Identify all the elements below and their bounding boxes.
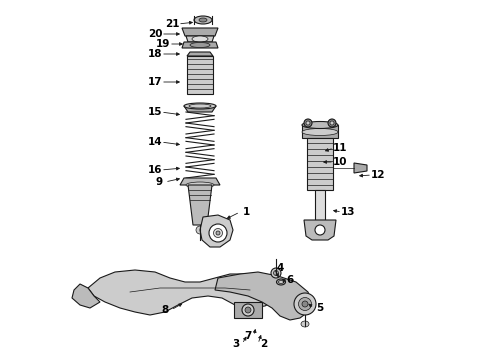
Ellipse shape bbox=[245, 307, 251, 313]
Polygon shape bbox=[72, 284, 100, 308]
Ellipse shape bbox=[186, 182, 214, 188]
Ellipse shape bbox=[330, 121, 334, 125]
Ellipse shape bbox=[298, 297, 312, 310]
Text: 19: 19 bbox=[156, 39, 170, 49]
Polygon shape bbox=[215, 272, 312, 320]
Ellipse shape bbox=[209, 224, 227, 242]
Text: 17: 17 bbox=[147, 77, 162, 87]
Ellipse shape bbox=[271, 268, 281, 278]
Polygon shape bbox=[184, 106, 216, 112]
Text: 21: 21 bbox=[165, 19, 179, 29]
Text: 16: 16 bbox=[148, 165, 162, 175]
Ellipse shape bbox=[294, 293, 316, 315]
Polygon shape bbox=[200, 215, 233, 247]
Ellipse shape bbox=[306, 121, 310, 125]
Text: 6: 6 bbox=[286, 275, 294, 285]
Ellipse shape bbox=[273, 270, 278, 275]
Text: 18: 18 bbox=[148, 49, 162, 59]
Text: 5: 5 bbox=[317, 303, 323, 313]
Ellipse shape bbox=[194, 16, 212, 24]
Text: 20: 20 bbox=[148, 29, 162, 39]
FancyBboxPatch shape bbox=[315, 190, 325, 220]
Text: 7: 7 bbox=[245, 331, 252, 341]
Polygon shape bbox=[182, 28, 218, 36]
Ellipse shape bbox=[242, 304, 254, 316]
Ellipse shape bbox=[276, 279, 286, 285]
Ellipse shape bbox=[196, 226, 204, 234]
Ellipse shape bbox=[278, 280, 284, 284]
Ellipse shape bbox=[328, 119, 336, 127]
Ellipse shape bbox=[302, 301, 308, 307]
Ellipse shape bbox=[301, 321, 309, 327]
Text: 8: 8 bbox=[161, 305, 169, 315]
Text: 9: 9 bbox=[155, 177, 163, 187]
Polygon shape bbox=[187, 52, 213, 56]
Ellipse shape bbox=[304, 119, 312, 127]
Polygon shape bbox=[186, 36, 214, 42]
Text: 12: 12 bbox=[371, 170, 385, 180]
Text: 14: 14 bbox=[147, 137, 162, 147]
Ellipse shape bbox=[192, 36, 208, 42]
Ellipse shape bbox=[214, 229, 222, 238]
Text: 10: 10 bbox=[333, 157, 347, 167]
Text: 11: 11 bbox=[333, 143, 347, 153]
Polygon shape bbox=[302, 125, 338, 138]
Text: 3: 3 bbox=[232, 339, 240, 349]
Polygon shape bbox=[304, 220, 336, 240]
Text: 4: 4 bbox=[276, 263, 284, 273]
Ellipse shape bbox=[184, 103, 216, 109]
Ellipse shape bbox=[190, 42, 210, 48]
Polygon shape bbox=[354, 163, 367, 173]
Polygon shape bbox=[88, 270, 278, 315]
Ellipse shape bbox=[302, 122, 338, 129]
Text: 1: 1 bbox=[243, 207, 249, 217]
Ellipse shape bbox=[199, 18, 207, 22]
Polygon shape bbox=[188, 185, 212, 225]
Polygon shape bbox=[234, 302, 262, 318]
FancyBboxPatch shape bbox=[187, 56, 213, 94]
FancyBboxPatch shape bbox=[307, 138, 333, 190]
Text: 13: 13 bbox=[341, 207, 355, 217]
Ellipse shape bbox=[216, 231, 220, 235]
Text: 15: 15 bbox=[148, 107, 162, 117]
Ellipse shape bbox=[315, 225, 325, 235]
Polygon shape bbox=[180, 178, 220, 185]
Text: 2: 2 bbox=[260, 339, 268, 349]
Polygon shape bbox=[182, 42, 218, 48]
Ellipse shape bbox=[302, 129, 338, 135]
